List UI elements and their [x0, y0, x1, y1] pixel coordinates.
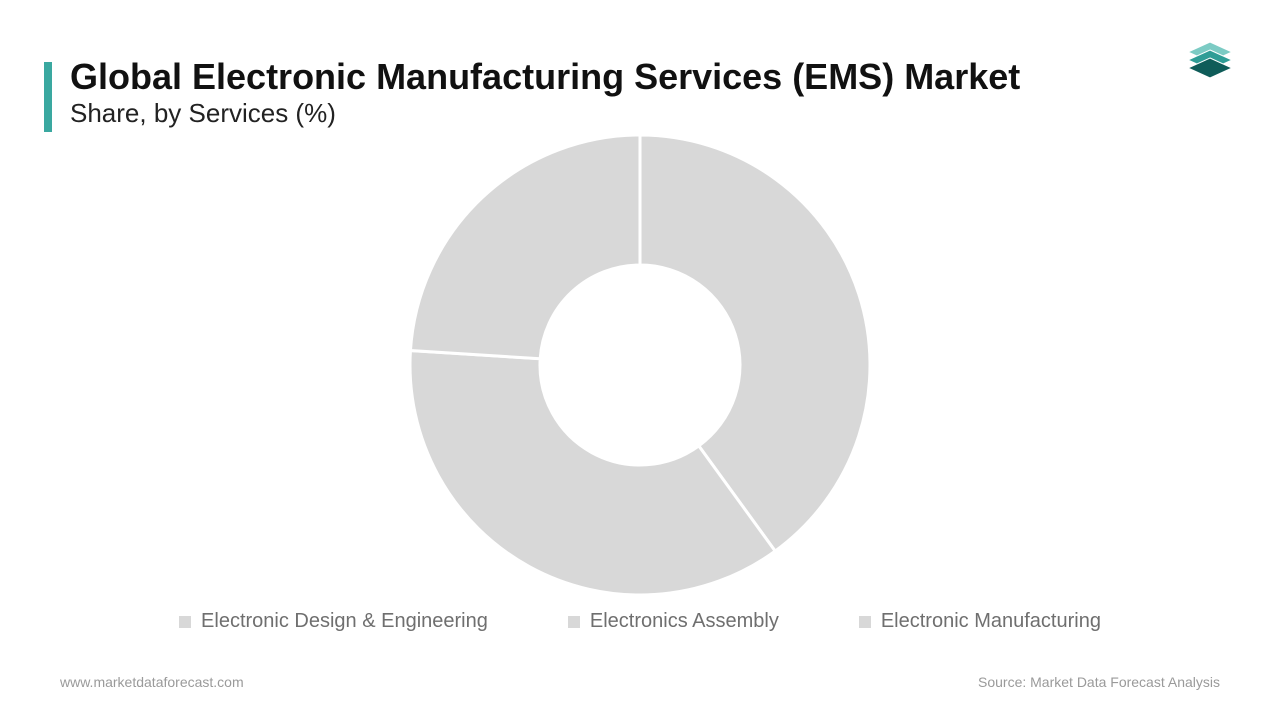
footer-url: www.marketdataforecast.com: [60, 674, 244, 690]
legend-label: Electronic Design & Engineering: [201, 610, 488, 633]
legend-item: Electronics Assembly: [568, 610, 779, 633]
footer-source: Source: Market Data Forecast Analysis: [978, 674, 1220, 690]
donut-chart: [0, 130, 1280, 600]
legend-item: Electronic Manufacturing: [859, 610, 1101, 633]
legend-label: Electronics Assembly: [590, 610, 779, 633]
legend-label: Electronic Manufacturing: [881, 610, 1101, 633]
donut-center: [541, 266, 739, 464]
page-title: Global Electronic Manufacturing Services…: [70, 58, 1020, 96]
brand-logo-icon: [1180, 30, 1240, 90]
legend-swatch-icon: [568, 616, 580, 628]
legend-swatch-icon: [179, 616, 191, 628]
legend-item: Electronic Design & Engineering: [179, 610, 488, 633]
title-accent-bar: [44, 62, 52, 132]
legend-swatch-icon: [859, 616, 871, 628]
chart-legend: Electronic Design & Engineering Electroni…: [0, 610, 1280, 633]
